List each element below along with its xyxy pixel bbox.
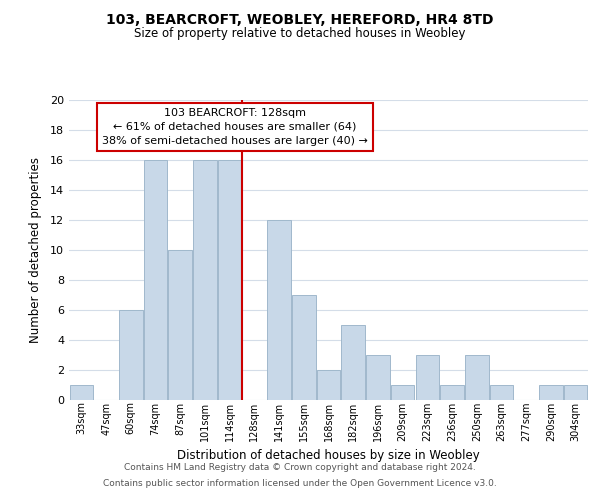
Text: 103, BEARCROFT, WEOBLEY, HEREFORD, HR4 8TD: 103, BEARCROFT, WEOBLEY, HEREFORD, HR4 8… (106, 12, 494, 26)
Bar (317, 370, 340, 400)
X-axis label: Distribution of detached houses by size in Weobley: Distribution of detached houses by size … (177, 449, 480, 462)
Bar (490, 385, 513, 400)
Bar (144, 160, 167, 400)
Bar (564, 385, 587, 400)
Bar (193, 160, 217, 400)
Bar (465, 355, 488, 400)
Bar (366, 355, 389, 400)
Bar (218, 160, 241, 400)
Text: Size of property relative to detached houses in Weobley: Size of property relative to detached ho… (134, 28, 466, 40)
Bar (268, 220, 291, 400)
Bar (440, 385, 464, 400)
Bar (341, 325, 365, 400)
Bar (391, 385, 415, 400)
Text: Contains public sector information licensed under the Open Government Licence v3: Contains public sector information licen… (103, 478, 497, 488)
Y-axis label: Number of detached properties: Number of detached properties (29, 157, 41, 343)
Bar (70, 385, 93, 400)
Text: 103 BEARCROFT: 128sqm
← 61% of detached houses are smaller (64)
38% of semi-deta: 103 BEARCROFT: 128sqm ← 61% of detached … (102, 108, 368, 146)
Bar (292, 295, 316, 400)
Bar (539, 385, 563, 400)
Bar (169, 250, 192, 400)
Text: Contains HM Land Registry data © Crown copyright and database right 2024.: Contains HM Land Registry data © Crown c… (124, 464, 476, 472)
Bar (119, 310, 143, 400)
Bar (416, 355, 439, 400)
